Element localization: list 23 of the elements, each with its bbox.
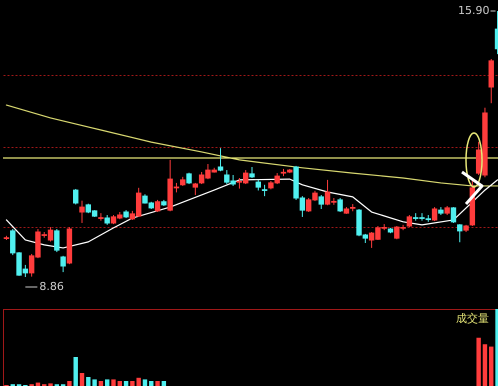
- candlestick: [60, 255, 66, 273]
- candlestick: [249, 166, 255, 179]
- candlestick: [450, 206, 456, 224]
- candlestick: [457, 224, 462, 243]
- text: 8.86: [39, 280, 64, 293]
- candlestick: [154, 199, 160, 213]
- candlestick: [406, 214, 412, 228]
- candlestick: [318, 194, 324, 210]
- candlestick: [262, 184, 268, 197]
- candlestick: [186, 172, 192, 185]
- candlestick: [180, 176, 186, 186]
- candlestick: [54, 228, 60, 253]
- candlestick: [192, 182, 198, 196]
- annotation: 成交量: [456, 312, 489, 325]
- candlestick: [104, 214, 110, 226]
- candlestick: [444, 205, 450, 216]
- candlestick: [79, 200, 85, 224]
- candlestick: [337, 198, 343, 213]
- candlestick: [218, 148, 224, 172]
- candlestick: [73, 188, 78, 205]
- candlestick: [432, 206, 438, 222]
- annotation: 15.90: [458, 4, 490, 17]
- candlestick: [256, 179, 261, 191]
